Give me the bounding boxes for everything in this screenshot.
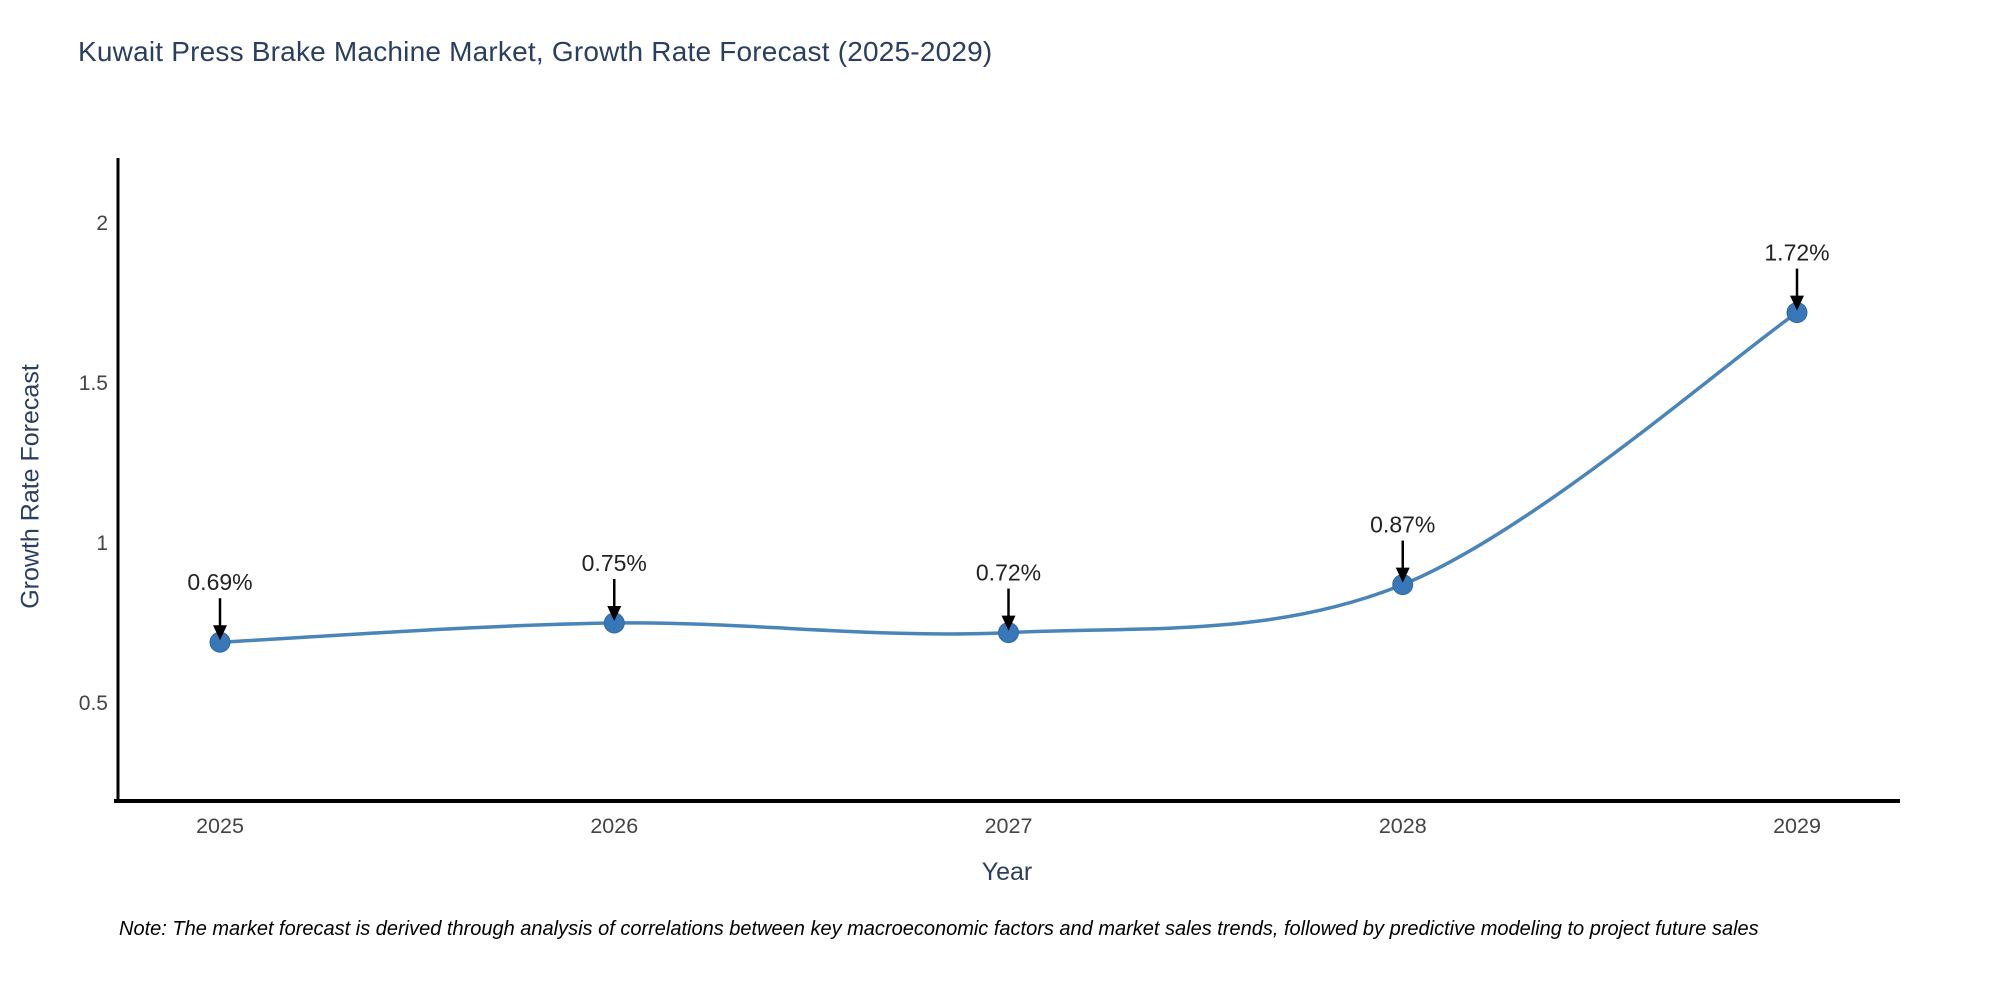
x-tick-label: 2026 (590, 814, 638, 838)
y-axis-title: Growth Rate Forecast (16, 364, 45, 609)
data-point-label: 0.87% (1370, 512, 1435, 538)
annotation-arrow-head (1001, 615, 1016, 631)
data-point-label: 0.72% (976, 560, 1041, 586)
x-tick-label: 2027 (985, 814, 1033, 838)
data-point-label: 1.72% (1764, 240, 1829, 266)
data-point-label: 0.75% (582, 550, 647, 576)
annotation-arrow-head (1395, 567, 1410, 583)
x-tick-label: 2025 (196, 814, 244, 838)
x-tick-label: 2029 (1773, 814, 1821, 838)
annotation-arrow-head (607, 606, 622, 621)
data-point-label: 0.69% (187, 569, 252, 595)
series-line (219, 311, 1798, 644)
y-tick-label: 1.5 (79, 372, 108, 395)
y-tick-label: 0.5 (79, 692, 108, 715)
footnote: Note: The market forecast is derived thr… (119, 918, 1759, 940)
annotation-arrow-head (1790, 295, 1804, 311)
x-tick-label: 2028 (1379, 814, 1427, 838)
annotation-arrow-head (213, 625, 227, 641)
chart-title: Kuwait Press Brake Machine Market, Growt… (78, 36, 993, 67)
y-tick-label: 1 (96, 532, 108, 555)
x-axis-title: Year (981, 858, 1033, 886)
y-tick-label: 2 (96, 212, 108, 235)
